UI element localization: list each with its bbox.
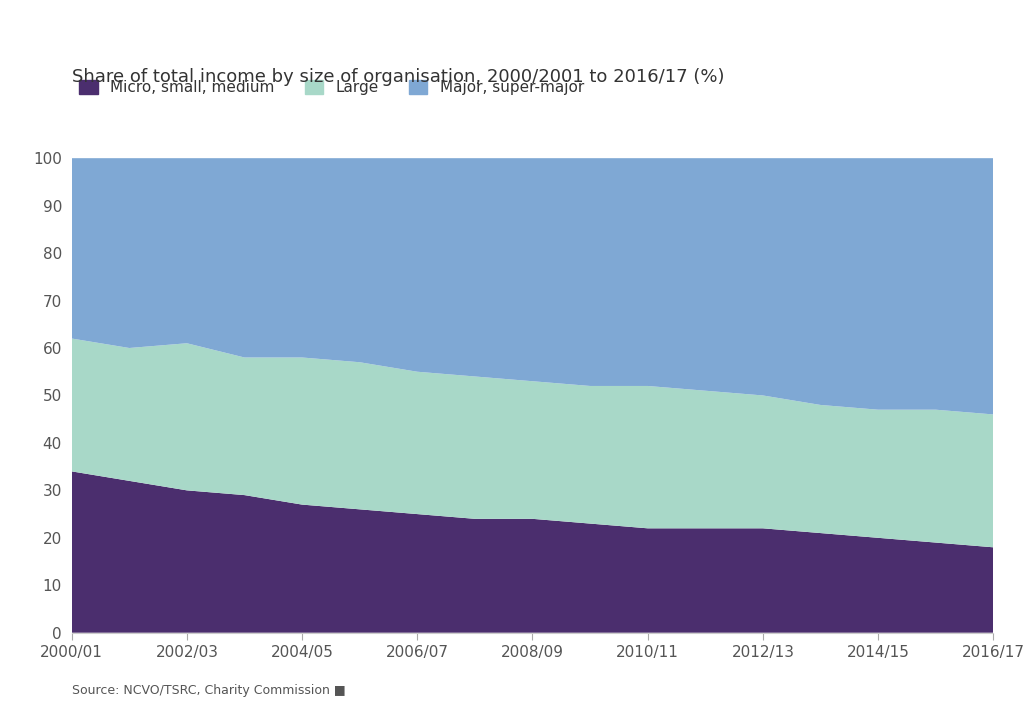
Text: Share of total income by size of organisation, 2000/2001 to 2016/17 (%): Share of total income by size of organis… xyxy=(72,68,724,86)
Legend: Micro, small, medium, Large, Major, super-major: Micro, small, medium, Large, Major, supe… xyxy=(79,81,584,96)
Text: Source: NCVO/TSRC, Charity Commission ■: Source: NCVO/TSRC, Charity Commission ■ xyxy=(72,684,345,697)
